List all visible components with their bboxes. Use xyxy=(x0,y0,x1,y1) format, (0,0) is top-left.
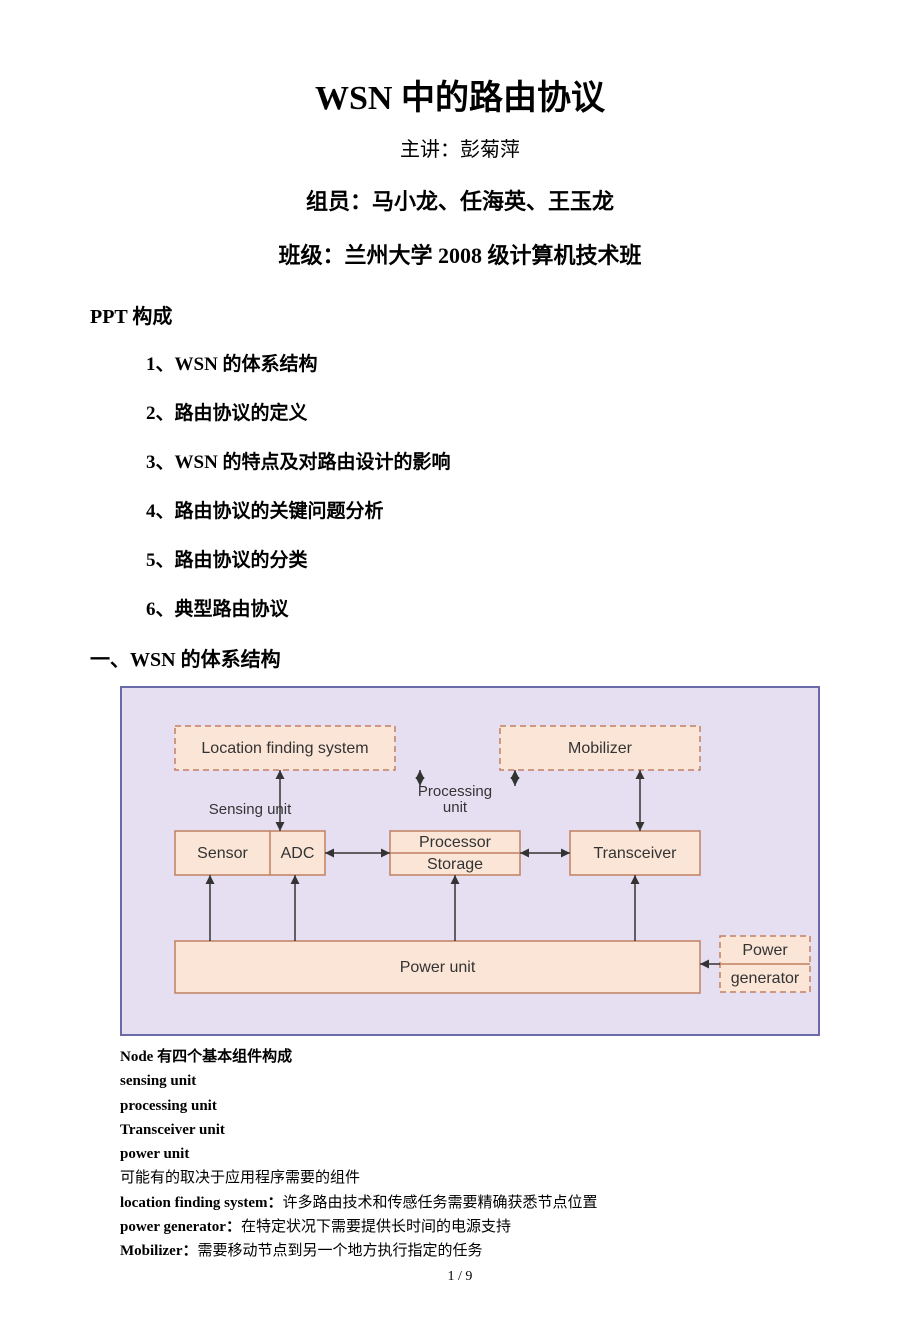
note-line: power unit xyxy=(120,1143,830,1166)
svg-text:Mobilizer: Mobilizer xyxy=(568,740,633,757)
page-number: 1 / 9 xyxy=(90,1269,830,1285)
toc-item: 6、典型路由协议 xyxy=(146,594,830,621)
svg-text:Location finding system: Location finding system xyxy=(201,740,368,757)
architecture-svg: Location finding system Mobilizer Sensor AD… xyxy=(120,686,820,1036)
toc-list: 1、WSN 的体系结构 2、路由协议的定义 3、WSN 的特点及对路由设计的影响… xyxy=(90,349,830,621)
note-line: power generator：在特定状况下需要提供长时间的电源支持 xyxy=(120,1216,830,1239)
note-line: location finding system：许多路由技术和传感任务需要精确获… xyxy=(120,1192,830,1215)
toc-item: 4、路由协议的关键问题分析 xyxy=(146,496,830,523)
svg-text:unit: unit xyxy=(443,799,468,816)
note-line: Node 有四个基本组件构成 xyxy=(120,1046,830,1069)
toc-item: 3、WSN 的特点及对路由设计的影响 xyxy=(146,447,830,474)
class-line: 班级：兰州大学 2008 级计算机技术班 xyxy=(90,238,830,270)
svg-text:Storage: Storage xyxy=(427,856,483,873)
doc-title: WSN 中的路由协议 xyxy=(90,70,830,119)
svg-text:Power: Power xyxy=(742,942,788,959)
note-line: 可能有的取决于应用程序需要的组件 xyxy=(120,1167,830,1190)
toc-item: 5、路由协议的分类 xyxy=(146,545,830,572)
svg-text:Processing: Processing xyxy=(418,783,492,800)
toc-item: 1、WSN 的体系结构 xyxy=(146,349,830,376)
section-1-heading: 一、WSN 的体系结构 xyxy=(90,643,830,672)
note-line: processing unit xyxy=(120,1095,830,1118)
svg-text:Processor: Processor xyxy=(419,834,492,851)
svg-text:Power unit: Power unit xyxy=(400,959,476,976)
toc-heading: PPT 构成 xyxy=(90,300,830,329)
note-line: sensing unit xyxy=(120,1070,830,1093)
svg-text:Sensor: Sensor xyxy=(197,845,248,862)
lecturer-line: 主讲：彭菊萍 xyxy=(90,133,830,162)
svg-text:Transceiver: Transceiver xyxy=(594,845,678,862)
svg-text:generator: generator xyxy=(731,970,800,987)
svg-text:ADC: ADC xyxy=(281,845,315,862)
members-line: 组员：马小龙、任海英、王玉龙 xyxy=(90,184,830,216)
note-line: Transceiver unit xyxy=(120,1119,830,1142)
note-line: Mobilizer：需要移动节点到另一个地方执行指定的任务 xyxy=(120,1240,830,1263)
architecture-diagram: Location finding system Mobilizer Sensor AD… xyxy=(120,686,830,1036)
notes-block: Node 有四个基本组件构成 sensing unit processing u… xyxy=(120,1046,830,1263)
toc-item: 2、路由协议的定义 xyxy=(146,398,830,425)
